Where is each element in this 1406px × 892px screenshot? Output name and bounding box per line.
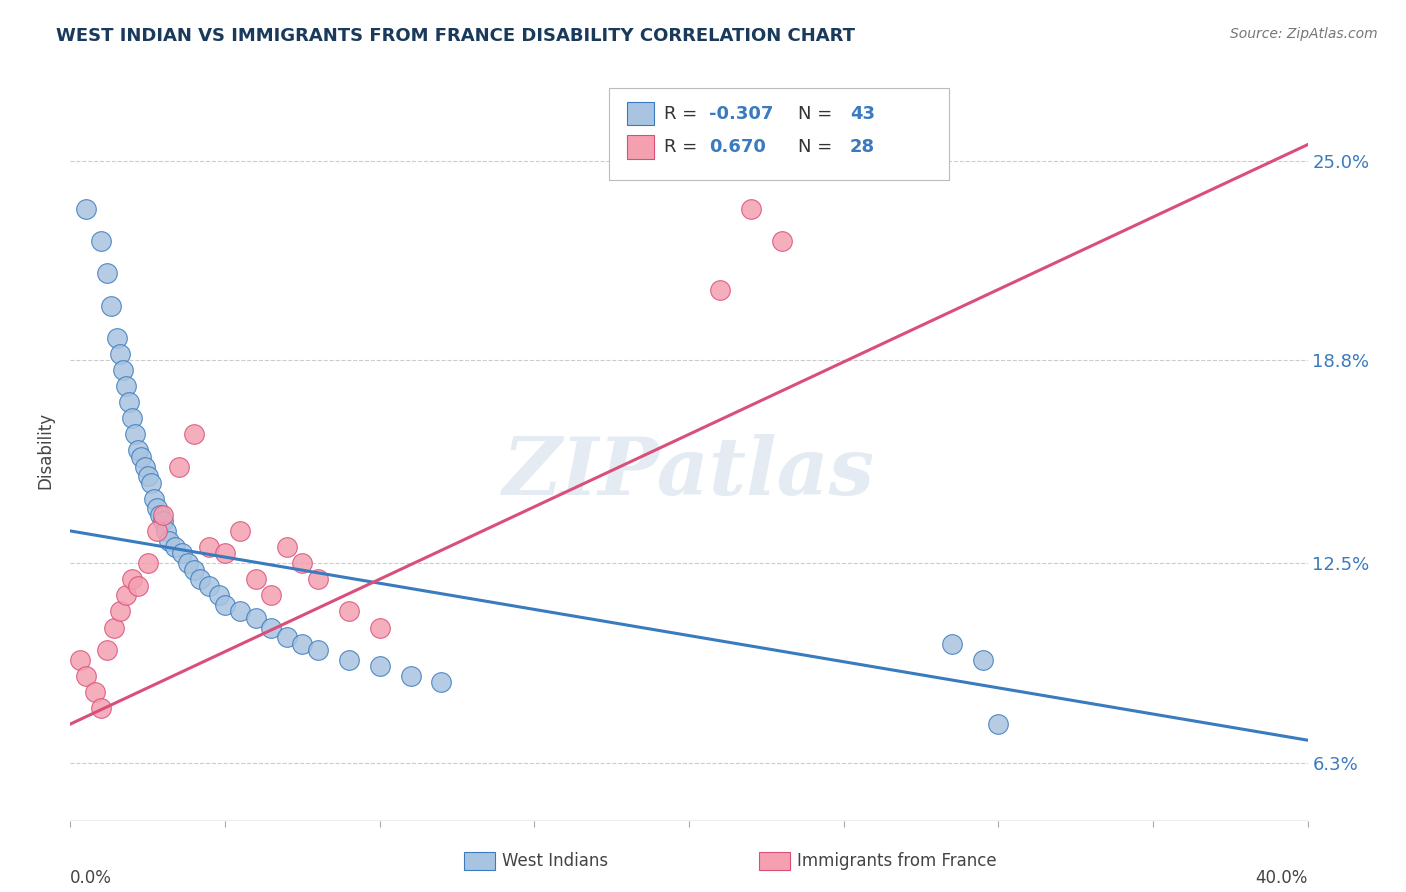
Point — [337, 653, 360, 667]
Point — [167, 459, 190, 474]
Text: Source: ZipAtlas.com: Source: ZipAtlas.com — [1230, 27, 1378, 41]
Point — [105, 331, 128, 345]
Point — [149, 508, 172, 522]
Point — [165, 540, 187, 554]
Point — [134, 459, 156, 474]
Text: ZIPatlas: ZIPatlas — [503, 434, 875, 511]
Text: R =: R = — [664, 138, 703, 156]
Point — [115, 379, 138, 393]
Point — [157, 533, 180, 548]
Point — [131, 450, 153, 464]
Point — [770, 234, 793, 248]
Point — [198, 579, 221, 593]
Point — [430, 675, 453, 690]
Point — [90, 701, 112, 715]
Point — [152, 514, 174, 528]
Point — [111, 363, 134, 377]
Point — [127, 579, 149, 593]
Point — [96, 267, 118, 281]
Bar — [464, 852, 495, 870]
Point — [291, 637, 314, 651]
Point — [124, 427, 146, 442]
Point — [709, 283, 731, 297]
Point — [198, 540, 221, 554]
Point — [127, 443, 149, 458]
Point — [96, 643, 118, 657]
Point — [115, 588, 138, 602]
Point — [84, 685, 107, 699]
Text: N =: N = — [797, 138, 838, 156]
Point — [90, 234, 112, 248]
Point — [368, 659, 391, 673]
Point — [75, 202, 97, 216]
Text: 0.0%: 0.0% — [70, 869, 112, 887]
Point — [118, 395, 141, 409]
Text: 43: 43 — [849, 104, 875, 122]
FancyBboxPatch shape — [609, 87, 949, 180]
Text: 28: 28 — [849, 138, 875, 156]
Point — [108, 347, 131, 361]
Point — [188, 572, 211, 586]
Text: 0.670: 0.670 — [709, 138, 766, 156]
Point — [307, 572, 329, 586]
Point — [941, 637, 963, 651]
Text: -0.307: -0.307 — [709, 104, 773, 122]
Point — [399, 669, 422, 683]
Point — [307, 643, 329, 657]
Text: Immigrants from France: Immigrants from France — [797, 852, 997, 870]
Text: WEST INDIAN VS IMMIGRANTS FROM FRANCE DISABILITY CORRELATION CHART: WEST INDIAN VS IMMIGRANTS FROM FRANCE DI… — [56, 27, 855, 45]
Point — [987, 717, 1010, 731]
Point — [214, 598, 236, 612]
Point — [972, 653, 994, 667]
Point — [146, 524, 169, 538]
Point — [276, 540, 298, 554]
Point — [368, 620, 391, 634]
Text: R =: R = — [664, 104, 703, 122]
Text: West Indians: West Indians — [502, 852, 607, 870]
Point — [170, 546, 193, 560]
Point — [337, 604, 360, 618]
Point — [183, 427, 205, 442]
Point — [276, 630, 298, 644]
Text: 40.0%: 40.0% — [1256, 869, 1308, 887]
Bar — [759, 852, 790, 870]
Point — [229, 604, 252, 618]
Point — [69, 653, 91, 667]
Point — [740, 202, 762, 216]
Point — [229, 524, 252, 538]
FancyBboxPatch shape — [627, 135, 654, 159]
Point — [100, 299, 122, 313]
Point — [146, 501, 169, 516]
Point — [208, 588, 231, 602]
Point — [245, 572, 267, 586]
Point — [260, 620, 283, 634]
Point — [152, 508, 174, 522]
Point — [177, 556, 200, 570]
Text: N =: N = — [797, 104, 838, 122]
Point — [155, 524, 177, 538]
Point — [245, 611, 267, 625]
Point — [121, 572, 143, 586]
Point — [108, 604, 131, 618]
FancyBboxPatch shape — [627, 102, 654, 126]
Point — [136, 556, 159, 570]
Point — [260, 588, 283, 602]
Y-axis label: Disability: Disability — [37, 412, 55, 489]
Point — [291, 556, 314, 570]
Point — [142, 491, 165, 506]
Point — [183, 563, 205, 577]
Point — [75, 669, 97, 683]
Point — [214, 546, 236, 560]
Point — [139, 475, 162, 490]
Point — [103, 620, 125, 634]
Point — [121, 411, 143, 425]
Point — [136, 469, 159, 483]
